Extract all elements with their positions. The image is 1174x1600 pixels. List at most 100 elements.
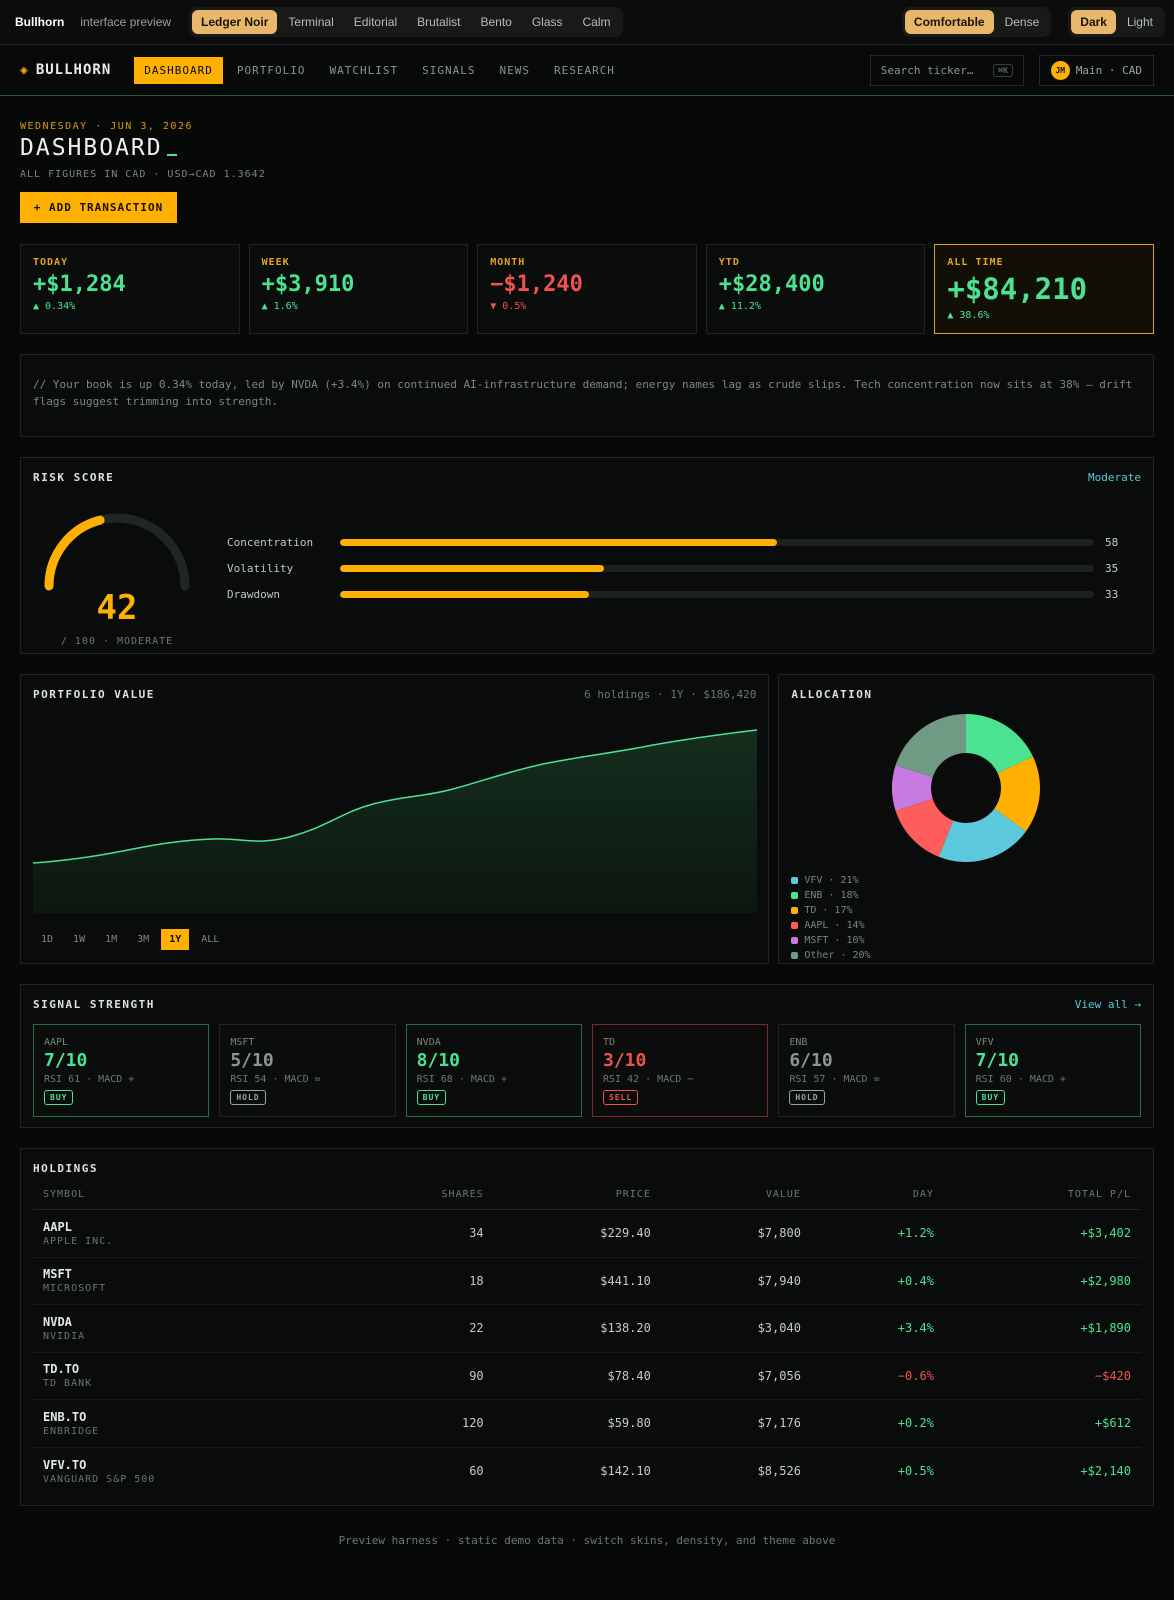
holding-value: $3,040 [660, 1304, 811, 1353]
table-row[interactable]: MSFT MICROSOFT 18 $441.10 $7,940 +0.4% +$… [33, 1257, 1141, 1305]
range-3m[interactable]: 3M [137, 934, 150, 945]
signal-card-msft[interactable]: MSFT 5/10 RSI 54 · MACD = HOLD [219, 1024, 396, 1117]
stat-week[interactable]: WEEK +$3,910 ▲ 1.6% [248, 244, 469, 334]
col-price[interactable]: PRICE [493, 1184, 661, 1210]
stat-today[interactable]: TODAY +$1,284 ▲ 0.34% [20, 244, 240, 334]
risk-gauge-svg [44, 513, 190, 591]
skin-glass[interactable]: Glass [531, 15, 563, 29]
risk-score-value: 42 [96, 588, 138, 628]
range-1m[interactable]: 1M [105, 934, 118, 945]
range-1y[interactable]: 1Y [161, 929, 190, 950]
signal-indicators: RSI 68 · MACD + [416, 1074, 507, 1085]
app-logo[interactable]: ◈ BULLHORN [20, 62, 111, 78]
density-dense[interactable]: Dense [1004, 15, 1040, 29]
nav-signals[interactable]: SIGNALS [422, 63, 476, 77]
logo-text: BULLHORN [35, 62, 112, 78]
factor-fill [340, 539, 778, 546]
holding-symbol: NVDA [43, 1314, 72, 1329]
signal-card-enb[interactable]: ENB 6/10 RSI 57 · MACD = HOLD [778, 1024, 955, 1117]
skin-ledger-noir[interactable]: Ledger Noir [192, 10, 278, 34]
range-1d[interactable]: 1D [41, 934, 54, 945]
legend-label: VFV · 21% [804, 875, 859, 886]
nav-dashboard[interactable]: DASHBOARD [134, 56, 223, 84]
stat-value: −$1,240 [490, 272, 583, 297]
col-symbol[interactable]: SYMBOL [33, 1184, 347, 1210]
gauge-track [44, 513, 190, 591]
col-value[interactable]: VALUE [660, 1184, 811, 1210]
holding-name: MICROSOFT [43, 1283, 107, 1295]
holding-name: TD BANK [43, 1378, 93, 1390]
donut-slice-td[interactable] [994, 756, 1041, 832]
holding-total-pl: +$1,890 [943, 1304, 1141, 1353]
nav-research[interactable]: RESEARCH [553, 63, 615, 77]
holding-total-pl: +$2,980 [943, 1257, 1141, 1305]
table-row[interactable]: NVDA NVIDIA 22 $138.20 $3,040 +3.4% +$1,8… [33, 1304, 1141, 1353]
donut-slice-aapl[interactable] [895, 798, 954, 857]
signal-card-vfv[interactable]: VFV 7/10 RSI 60 · MACD + BUY [964, 1024, 1141, 1117]
stat-ytd[interactable]: YTD +$28,400 ▲ 11.2% [705, 244, 926, 334]
theme-dark[interactable]: Dark [1071, 10, 1116, 34]
signal-card-td[interactable]: TD 3/10 RSI 42 · MACD − SELL [591, 1024, 769, 1117]
col-total-pl[interactable]: TOTAL P/L [943, 1184, 1141, 1210]
factor-label: Concentration [227, 536, 314, 549]
holding-value: $7,176 [660, 1399, 811, 1448]
holding-symbol: ENB.TO [43, 1409, 87, 1424]
holding-day-change: +0.5% [897, 1464, 934, 1478]
skin-terminal[interactable]: Terminal [288, 15, 334, 29]
theme-light[interactable]: Light [1126, 15, 1153, 29]
stat-change: ▲ 38.6% [947, 310, 990, 321]
legend-item-td: TD · 17% [791, 905, 972, 916]
table-row[interactable]: VFV.TO VANGUARD S&P 500 60 $142.10 $8,526… [33, 1447, 1141, 1495]
stat-month[interactable]: MONTH −$1,240 ▼ 0.5% [477, 244, 697, 334]
donut-slice-enb[interactable] [966, 714, 1034, 774]
holding-value: $7,940 [660, 1257, 811, 1305]
signal-indicators: RSI 57 · MACD = [789, 1074, 880, 1085]
nav-portfolio[interactable]: PORTFOLIO [236, 63, 306, 77]
skin-bento[interactable]: Bento [480, 15, 512, 29]
signal-score: 8/10 [416, 1050, 461, 1071]
skin-editorial[interactable]: Editorial [353, 15, 398, 29]
portfolio-meta: 6 holdings · 1Y · $186,420 [584, 688, 757, 701]
view-all-signals-link[interactable]: View all → [1074, 998, 1141, 1011]
donut-slice-vfv[interactable] [939, 808, 1027, 862]
skin-brutalist[interactable]: Brutalist [417, 15, 461, 29]
signal-symbol: MSFT [230, 1037, 255, 1048]
account-switcher[interactable]: JM Main · CAD [1038, 54, 1154, 86]
holding-shares: 90 [346, 1352, 494, 1400]
table-row[interactable]: ENB.TO ENBRIDGE 120 $59.80 $7,176 +0.2% +… [33, 1399, 1141, 1448]
table-row[interactable]: TD.TO TD BANK 90 $78.40 $7,056 −0.6% −$42… [33, 1352, 1141, 1400]
col-day[interactable]: DAY [810, 1184, 944, 1210]
ticker-search-input[interactable]: Search ticker… ⌘K [869, 54, 1024, 86]
holding-name: ENBRIDGE [43, 1425, 100, 1437]
panel-title: RISK SCORE [33, 471, 115, 484]
signal-card-aapl[interactable]: AAPL 7/10 RSI 61 · MACD + BUY [33, 1024, 210, 1117]
stat-value: +$1,284 [33, 272, 126, 297]
portfolio-value-panel: PORTFOLIO VALUE 6 holdings · 1Y · $186,4… [20, 674, 770, 964]
holding-day-change: −0.6% [810, 1352, 944, 1400]
gauge-fill [44, 515, 105, 591]
stat-all-time[interactable]: ALL TIME +$84,210 ▲ 38.6% [934, 244, 1154, 334]
nav-news[interactable]: NEWS [499, 63, 530, 77]
add-transaction-button[interactable]: + ADD TRANSACTION [20, 192, 177, 223]
preview-toolbar: Bullhorn interface preview Ledger Noir T… [0, 0, 1174, 45]
nav-watchlist[interactable]: WATCHLIST [329, 63, 399, 77]
holding-total-pl: +$2,140 [1080, 1464, 1131, 1478]
risk-level-link[interactable]: Moderate [1088, 471, 1141, 484]
signal-strength-panel: SIGNAL STRENGTH View all → AAPL 7/10 RSI… [20, 984, 1154, 1128]
donut-slice-msft[interactable] [892, 765, 934, 811]
donut-slice-other[interactable] [895, 714, 967, 778]
density-comfortable[interactable]: Comfortable [904, 10, 994, 34]
signal-indicators: RSI 54 · MACD = [230, 1074, 321, 1085]
holding-total-pl: −$420 [943, 1352, 1141, 1400]
skin-calm[interactable]: Calm [582, 15, 611, 29]
legend-item-enb: ENB · 18% [791, 890, 972, 901]
holding-shares: 22 [346, 1304, 494, 1353]
table-row[interactable]: AAPL APPLE INC. 34 $229.40 $7,800 +1.2% +… [33, 1209, 1141, 1258]
range-1w[interactable]: 1W [73, 934, 86, 945]
range-all[interactable]: ALL [201, 934, 220, 945]
signal-card-nvda[interactable]: NVDA 8/10 RSI 68 · MACD + BUY [405, 1024, 582, 1117]
holding-day-change: +3.4% [810, 1304, 944, 1353]
holdings-table: SYMBOL SHARES PRICE VALUE DAY TOTAL P/L … [33, 1184, 1141, 1495]
risk-score-panel: RISK SCORE Moderate 42 / 100 · MODERATE … [20, 457, 1154, 654]
col-shares[interactable]: SHARES [346, 1184, 494, 1210]
